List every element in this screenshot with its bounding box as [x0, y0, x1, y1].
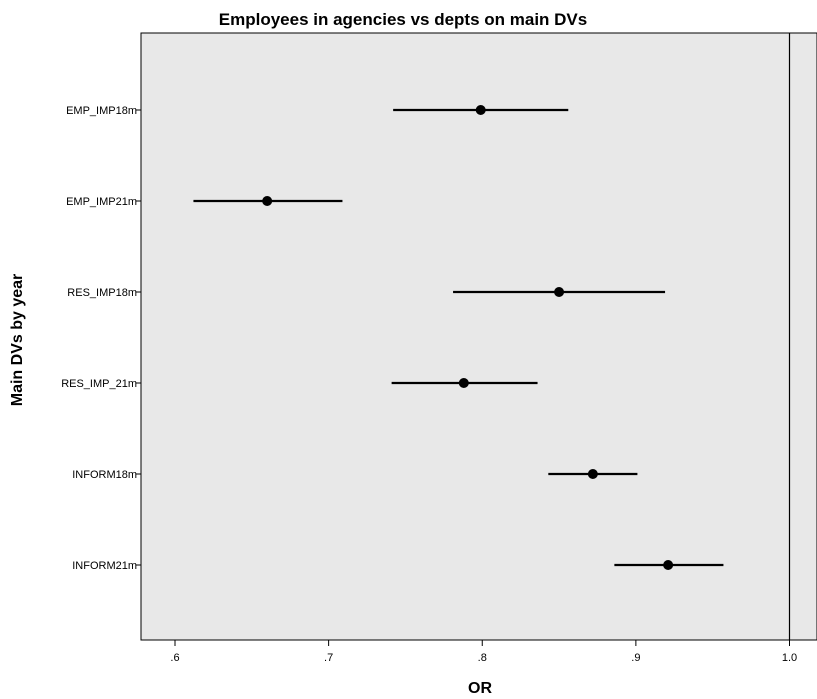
x-tick-label-2: .8 — [478, 652, 487, 664]
y-tick-label-2: RES_IMP18m — [67, 287, 137, 299]
y-axis-label: Main DVs by year — [9, 274, 26, 407]
chart-title: Employees in agencies vs depts on main D… — [219, 10, 587, 29]
x-axis: .6 .7 .8 .9 1.0 — [170, 640, 797, 664]
or-point-0 — [475, 105, 486, 115]
y-tick-label-0: EMP_IMP18m — [66, 105, 137, 117]
x-tick-label-3: .9 — [631, 652, 640, 664]
y-tick-label-1: EMP_IMP21m — [66, 196, 137, 208]
x-tick-label-4: 1.0 — [782, 652, 797, 664]
y-axis: EMP_IMP18m EMP_IMP21m RES_IMP18m RES_IMP_21… — [61, 105, 141, 572]
or-point-5 — [663, 560, 674, 570]
y-tick-label-4: INFORM18m — [72, 469, 137, 481]
x-tick-label-1: .7 — [324, 652, 333, 664]
y-tick-label-5: INFORM21m — [72, 560, 137, 572]
or-point-3 — [458, 378, 469, 388]
x-axis-label: OR — [468, 680, 492, 697]
data-marks — [193, 105, 724, 570]
or-point-4 — [587, 469, 598, 479]
plot-area — [140, 32, 817, 641]
or-point-1 — [262, 196, 273, 206]
or-point-2 — [554, 287, 565, 297]
x-tick-label-0: .6 — [170, 652, 179, 664]
y-tick-label-3: RES_IMP_21m — [61, 378, 137, 390]
